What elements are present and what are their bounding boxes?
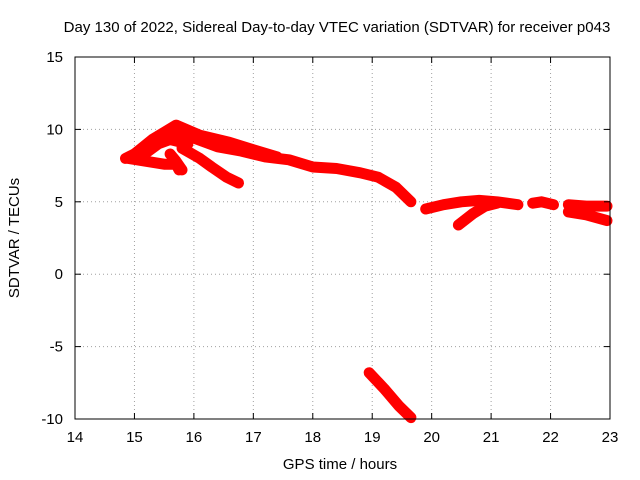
y-tick-label: 10 <box>46 121 63 138</box>
y-tick-labels: -10 -5 0 5 10 15 <box>41 49 63 428</box>
x-tick-label: 20 <box>423 429 440 446</box>
chart-title: Day 130 of 2022, Sidereal Day-to-day VTE… <box>64 19 611 36</box>
series-group <box>120 119 613 424</box>
series-track-22.5-low <box>562 206 613 227</box>
series-track-upper-a <box>128 119 283 163</box>
x-tick-label: 18 <box>304 429 321 446</box>
series-track-branch-down <box>176 142 244 189</box>
gridlines <box>75 57 610 419</box>
series-track-22.5 <box>562 199 613 212</box>
x-tick-label: 17 <box>245 429 262 446</box>
y-axis-label: SDTVAR / TECUs <box>6 178 23 298</box>
y-tick-label: 0 <box>55 266 63 283</box>
series-track-20-21-dip <box>452 197 503 231</box>
y-tick-label: 15 <box>46 49 63 66</box>
x-tick-label: 21 <box>483 429 500 446</box>
y-tick-label: -5 <box>50 339 63 356</box>
axis-ticks <box>74 56 611 420</box>
plot-frame <box>74 56 611 420</box>
series-track-upper-b <box>134 134 194 163</box>
series-track-negative <box>363 367 417 424</box>
x-tick-label: 19 <box>364 429 381 446</box>
y-tick-label: 5 <box>55 194 63 211</box>
x-tick-label: 23 <box>602 429 619 446</box>
x-tick-labels: 14 15 16 17 18 19 20 21 22 23 <box>67 429 619 446</box>
x-axis-label: GPS time / hours <box>283 456 397 473</box>
series-track-low-diag <box>164 148 188 176</box>
series-track-20-21 <box>420 194 524 215</box>
x-tick-label: 14 <box>67 429 84 446</box>
x-tick-label: 16 <box>186 429 203 446</box>
y-tick-label: -10 <box>41 411 63 428</box>
x-tick-label: 22 <box>542 429 559 446</box>
x-tick-label: 15 <box>126 429 143 446</box>
series-track-21.8 <box>527 196 559 211</box>
